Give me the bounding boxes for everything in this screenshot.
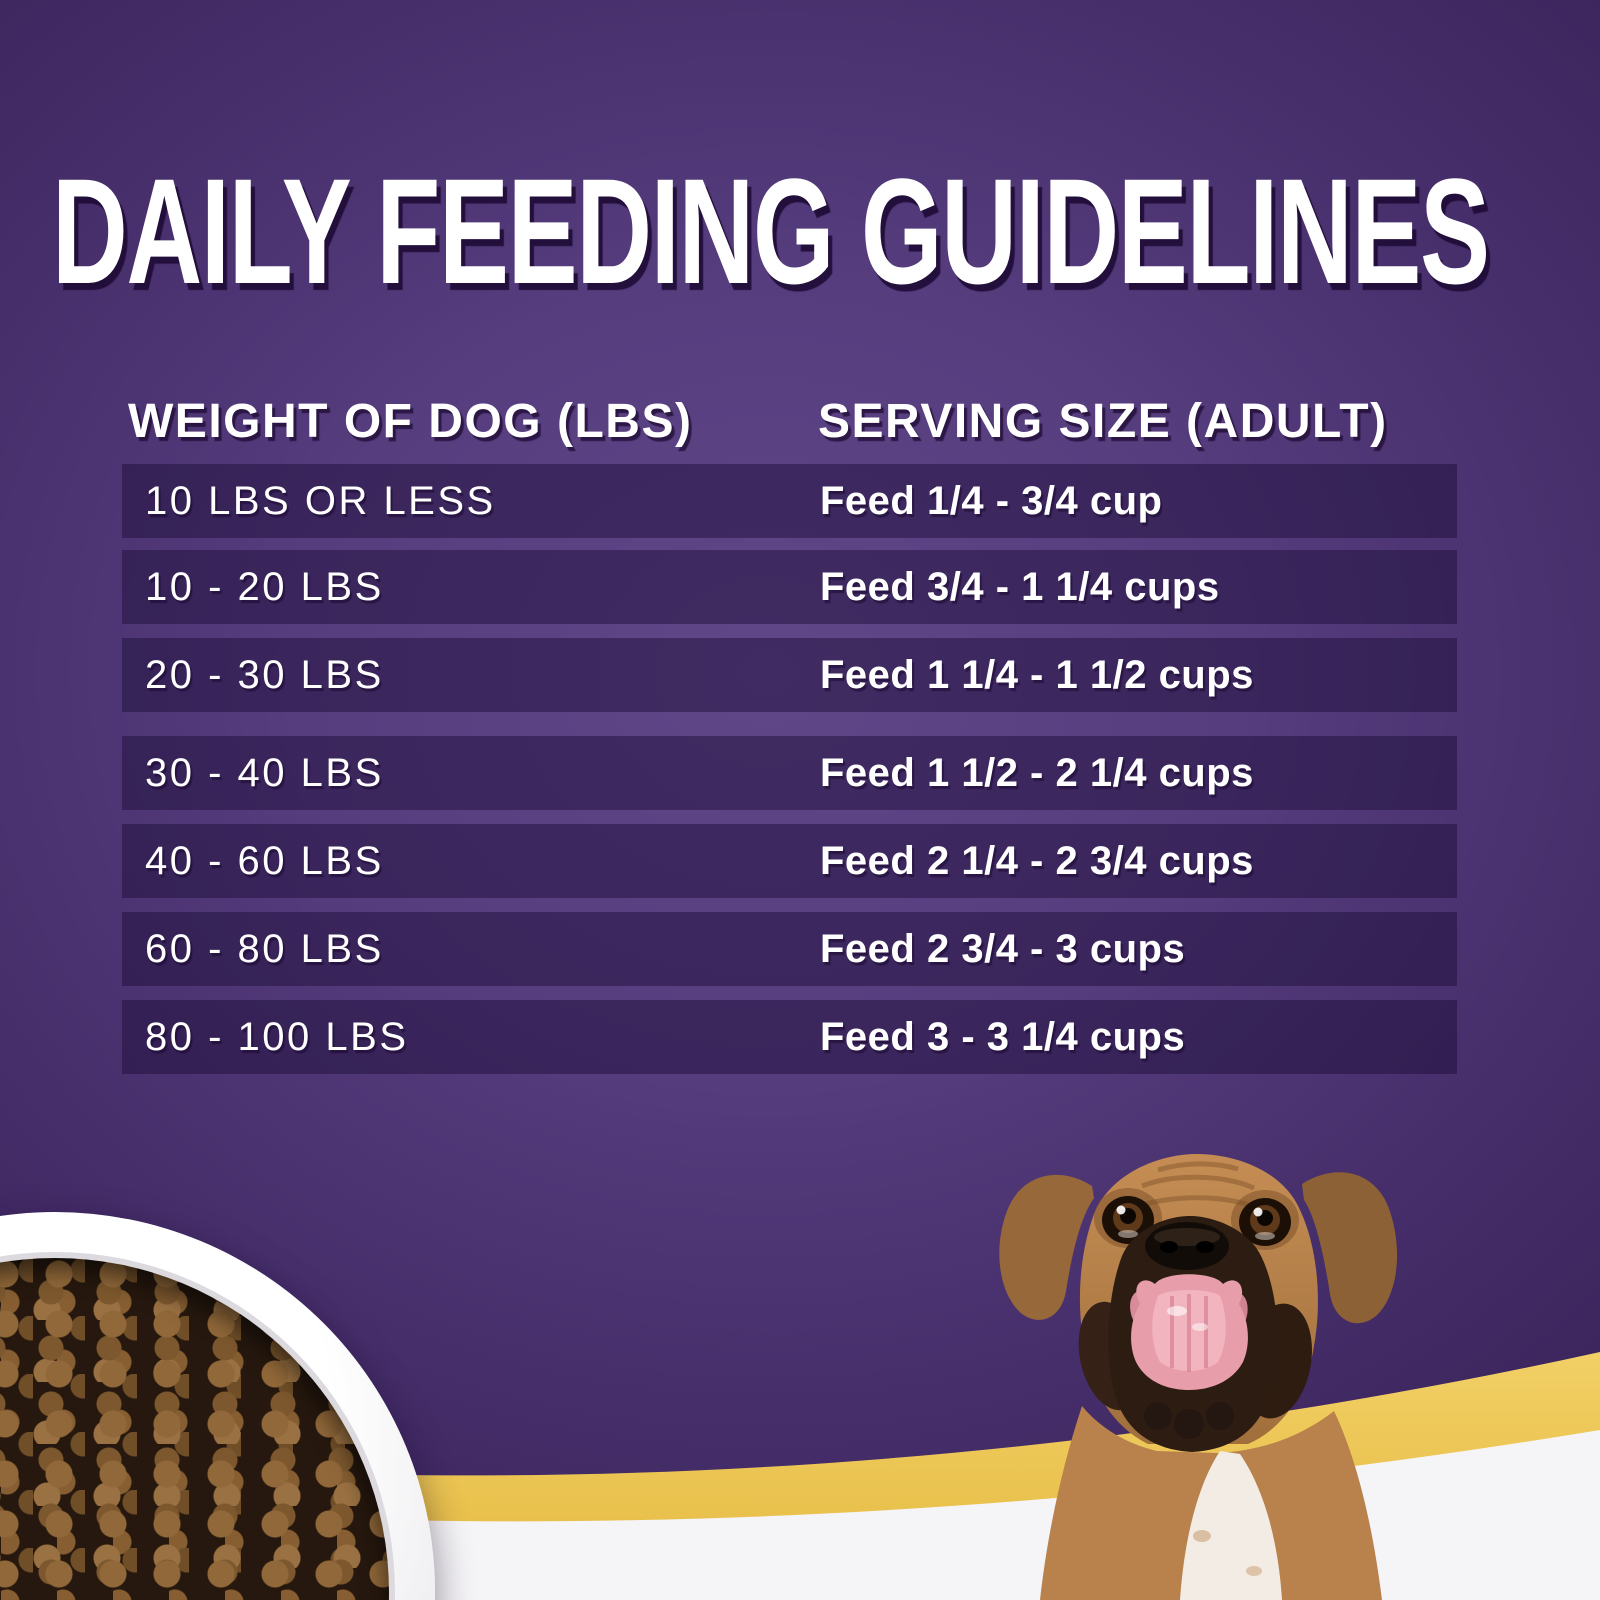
serving-cell: Feed 3/4 - 1 1/4 cups bbox=[820, 564, 1220, 609]
dog-chest-blaze bbox=[1180, 1451, 1282, 1600]
table-row: 40 - 60 LBS Feed 2 1/4 - 2 3/4 cups bbox=[122, 824, 1457, 898]
dog-right-ear bbox=[1302, 1172, 1398, 1324]
table-row: 10 LBS OR LESS Feed 1/4 - 3/4 cup bbox=[122, 464, 1457, 538]
column-header-weight: WEIGHT OF DOG (LBS) bbox=[128, 395, 693, 448]
weight-cell: 60 - 80 LBS bbox=[145, 926, 384, 971]
page-title: DAILY FEEDING GUIDELINES bbox=[52, 147, 1490, 315]
table-row: 10 - 20 LBS Feed 3/4 - 1 1/4 cups bbox=[122, 550, 1457, 624]
serving-cell: Feed 2 3/4 - 3 cups bbox=[820, 926, 1186, 971]
dog-nose bbox=[1145, 1222, 1229, 1270]
weight-cell: 80 - 100 LBS bbox=[145, 1014, 409, 1059]
weight-cell: 10 LBS OR LESS bbox=[145, 478, 496, 523]
serving-cell: Feed 3 - 3 1/4 cups bbox=[820, 1014, 1186, 1059]
serving-cell: Feed 1 1/2 - 2 1/4 cups bbox=[820, 750, 1254, 795]
table-row: 20 - 30 LBS Feed 1 1/4 - 1 1/2 cups bbox=[122, 638, 1457, 712]
serving-cell: Feed 2 1/4 - 2 3/4 cups bbox=[820, 838, 1254, 883]
weight-cell: 40 - 60 LBS bbox=[145, 838, 384, 883]
table-row: 60 - 80 LBS Feed 2 3/4 - 3 cups bbox=[122, 912, 1457, 986]
weight-cell: 30 - 40 LBS bbox=[145, 750, 384, 795]
dog-chin-fur bbox=[1144, 1402, 1234, 1439]
table-row: 30 - 40 LBS Feed 1 1/2 - 2 1/4 cups bbox=[122, 736, 1457, 810]
dog-tongue bbox=[1130, 1274, 1248, 1390]
dog-left-ear bbox=[999, 1174, 1094, 1320]
chest-spot bbox=[1246, 1566, 1262, 1576]
weight-cell: 20 - 30 LBS bbox=[145, 652, 384, 697]
chest-spot bbox=[1193, 1530, 1211, 1542]
table-row: 80 - 100 LBS Feed 3 - 3 1/4 cups bbox=[122, 1000, 1457, 1074]
weight-cell: 10 - 20 LBS bbox=[145, 564, 384, 609]
serving-cell: Feed 1 1/4 - 1 1/2 cups bbox=[820, 652, 1254, 697]
boxer-dog-image bbox=[999, 1154, 1398, 1600]
column-header-serving: SERVING SIZE (ADULT) bbox=[818, 395, 1388, 448]
dog-eyes bbox=[1102, 1196, 1291, 1246]
serving-cell: Feed 1/4 - 3/4 cup bbox=[820, 478, 1163, 523]
